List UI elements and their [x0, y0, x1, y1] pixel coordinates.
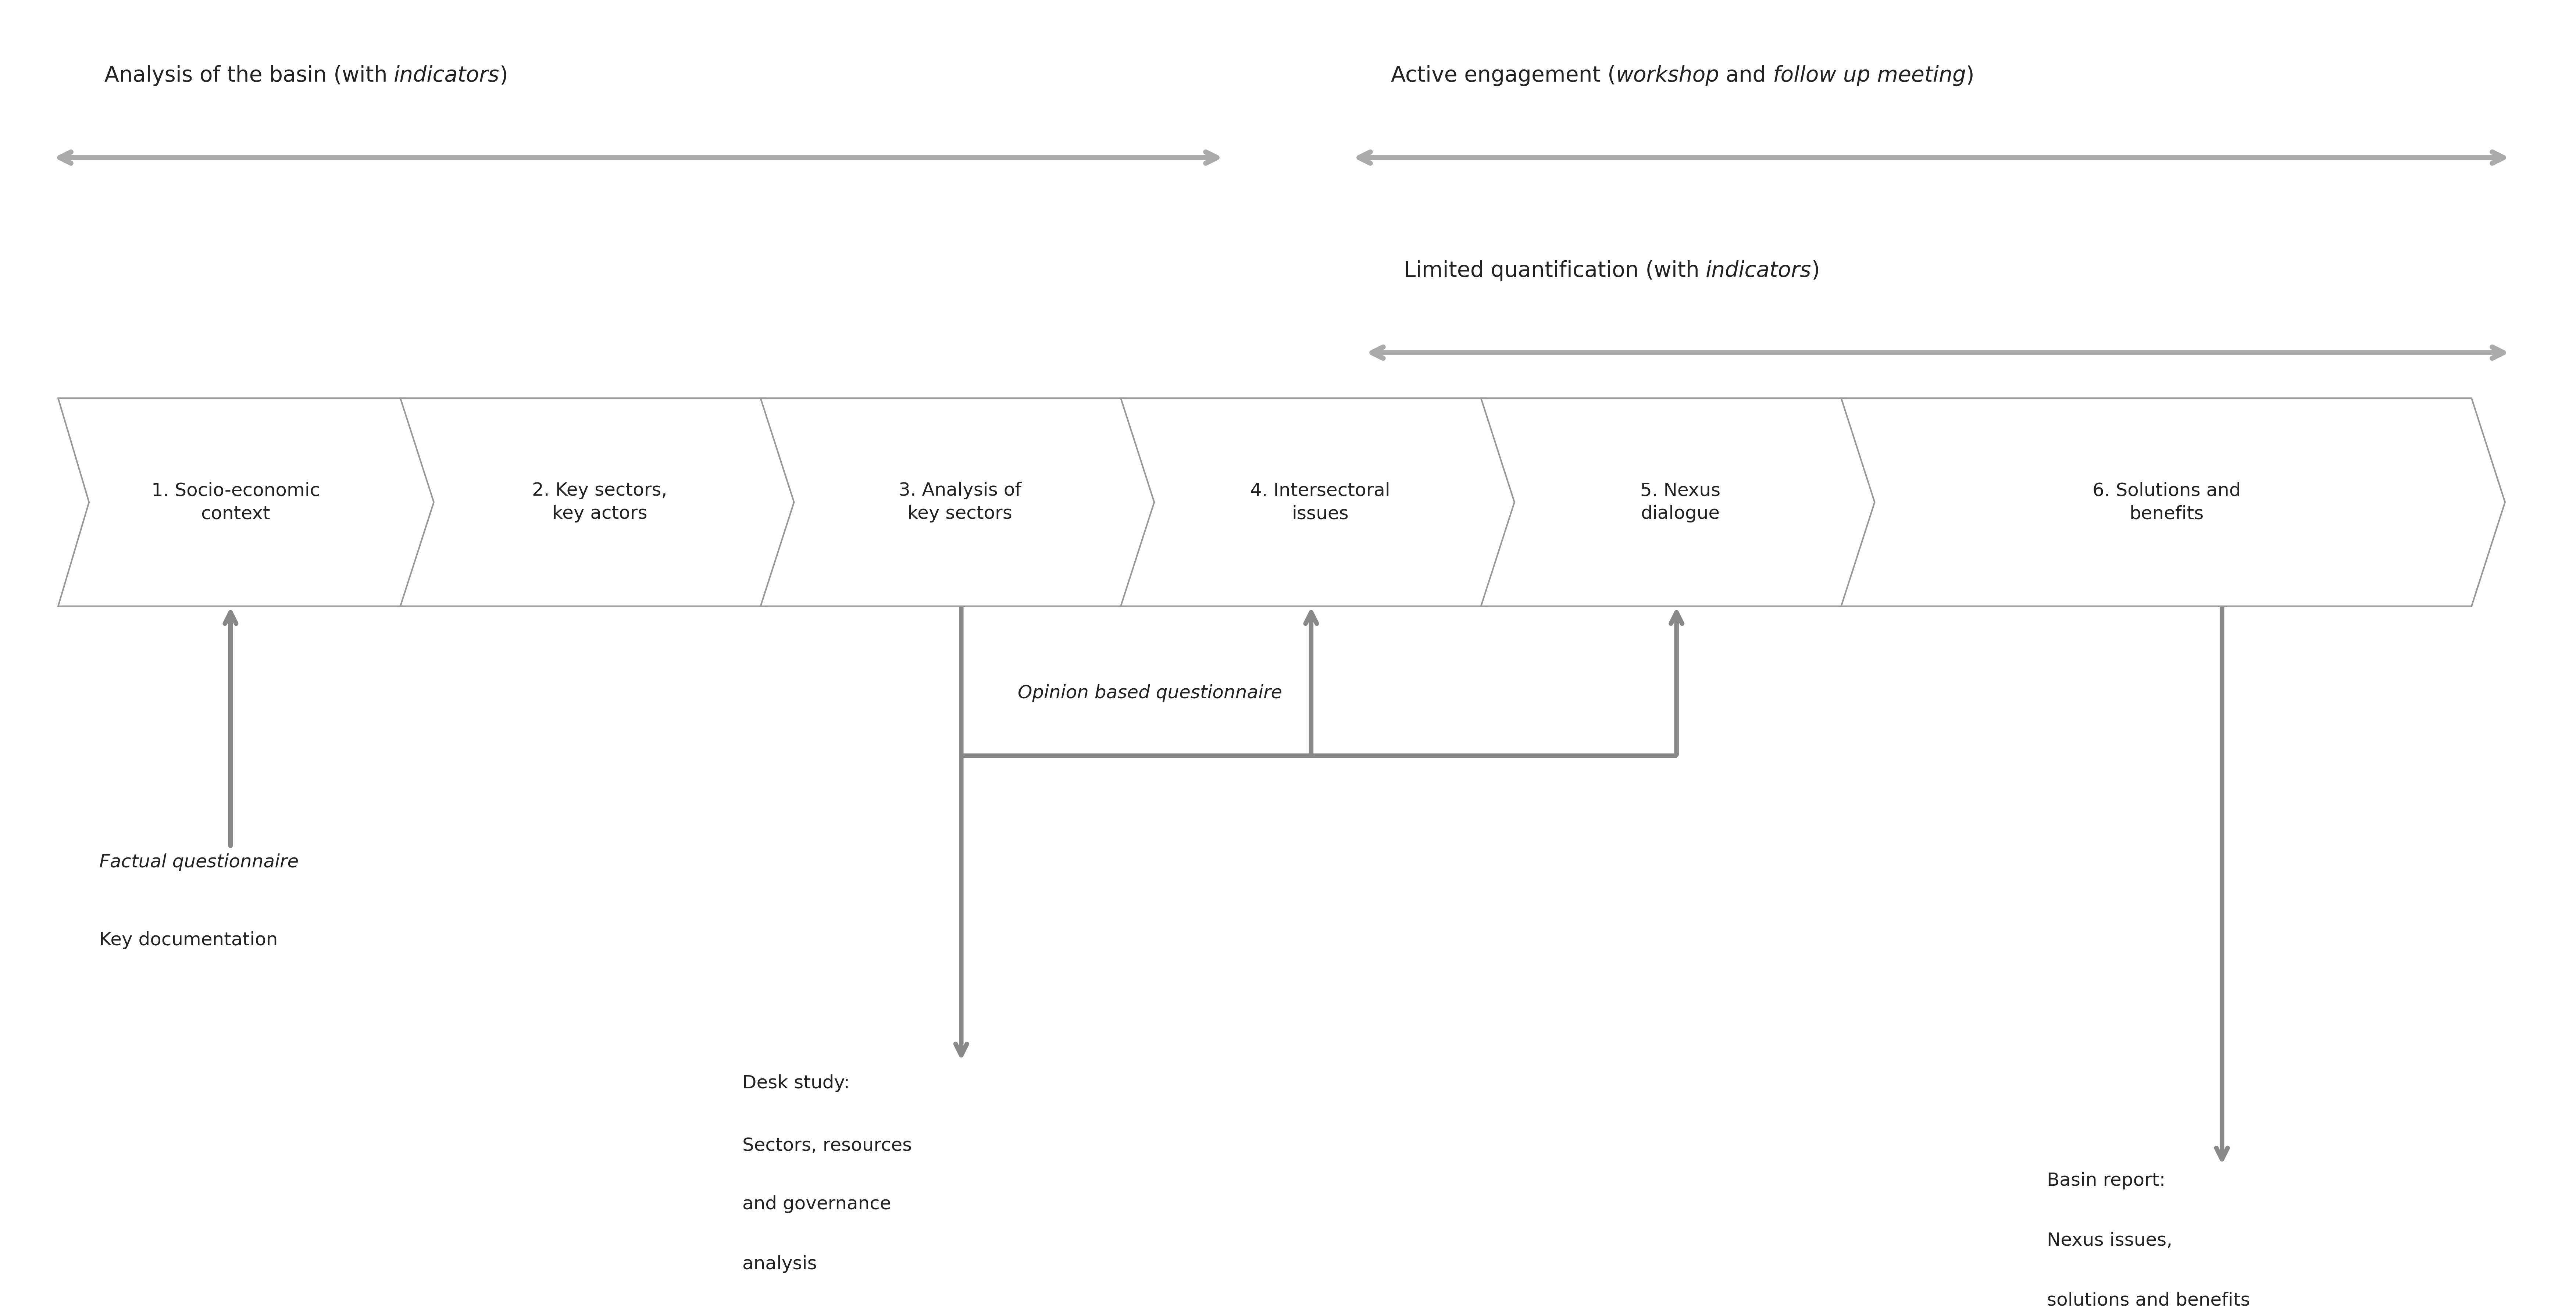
- Text: 1. Socio-economic
context: 1. Socio-economic context: [152, 482, 319, 523]
- Text: and governance: and governance: [742, 1195, 891, 1213]
- Text: Desk study:: Desk study:: [742, 1074, 850, 1092]
- Text: indicators: indicators: [1705, 260, 1811, 281]
- Polygon shape: [760, 398, 1159, 607]
- Text: solutions and benefits: solutions and benefits: [2048, 1292, 2251, 1309]
- Text: 6. Solutions and
benefits: 6. Solutions and benefits: [2092, 482, 2241, 523]
- Text: indicators: indicators: [394, 66, 500, 87]
- Text: 5. Nexus
dialogue: 5. Nexus dialogue: [1641, 482, 1721, 523]
- Text: Analysis of the basin (with: Analysis of the basin (with: [106, 66, 394, 87]
- Polygon shape: [59, 398, 438, 607]
- Text: ): ): [500, 66, 507, 87]
- Text: Active engagement (: Active engagement (: [1391, 66, 1615, 87]
- Text: Key documentation: Key documentation: [100, 931, 278, 949]
- Text: 3. Analysis of
key sectors: 3. Analysis of key sectors: [899, 482, 1020, 523]
- Text: Nexus issues,: Nexus issues,: [2048, 1232, 2172, 1250]
- Polygon shape: [399, 398, 799, 607]
- Text: workshop: workshop: [1615, 66, 1718, 87]
- Text: 2. Key sectors,
key actors: 2. Key sectors, key actors: [533, 482, 667, 523]
- Text: Opinion based questionnaire: Opinion based questionnaire: [1018, 684, 1283, 702]
- Text: follow up meeting: follow up meeting: [1772, 66, 1965, 87]
- Text: Sectors, resources: Sectors, resources: [742, 1137, 912, 1154]
- Polygon shape: [1842, 398, 2504, 607]
- Text: analysis: analysis: [742, 1255, 817, 1272]
- Text: Basin report:: Basin report:: [2048, 1173, 2166, 1190]
- Text: Limited quantification (with: Limited quantification (with: [1404, 260, 1705, 281]
- Text: ): ): [1811, 260, 1819, 281]
- Polygon shape: [1481, 398, 1880, 607]
- Text: 4. Intersectoral
issues: 4. Intersectoral issues: [1249, 482, 1391, 523]
- Text: Factual questionnaire: Factual questionnaire: [100, 853, 299, 871]
- Text: ): ): [1965, 66, 1973, 87]
- Polygon shape: [1121, 398, 1520, 607]
- Text: and: and: [1718, 66, 1772, 87]
